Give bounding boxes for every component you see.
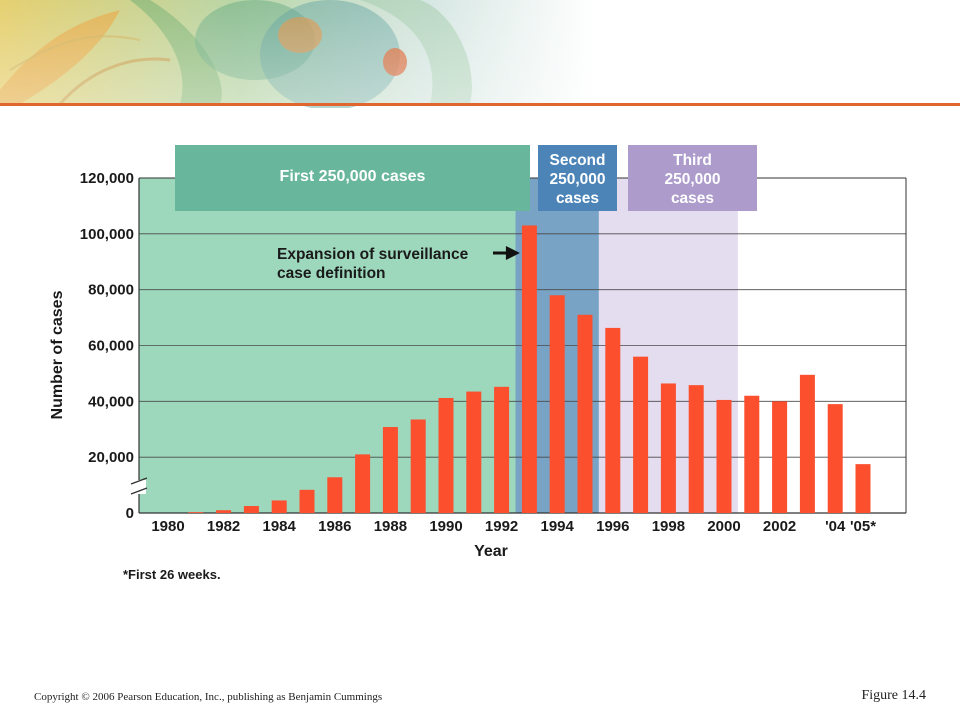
bar-1996 [605,327,621,513]
phase-label-text: Third [673,152,712,169]
phase-label-box-1: First 250,000 cases [175,145,530,211]
bar-1990 [438,397,454,513]
x-tick-label: 2002 [763,518,796,535]
bar-1993 [521,225,537,514]
figure-label: Figure 14.4 [861,688,926,703]
bar-2005 [855,464,871,513]
x-tick-labels: 1980 1982 1984 1986 1988 1990 1992 1994 1996 1998… [151,518,876,535]
y-axis-title: Number of cases [49,290,66,419]
bar-1983 [243,506,259,513]
x-tick-label: 2000 [707,518,740,535]
footnote: *First 26 weeks. [123,567,221,582]
y-tick-label: 0 [126,505,134,522]
copyright-notice: Copyright © 2006 Pearson Education, Inc.… [34,691,383,703]
phase-label-text: cases [556,190,599,207]
bar-1992 [494,386,510,513]
bar-2003 [799,374,815,513]
x-tick-label: 1992 [485,518,518,535]
bar-1982 [216,510,232,513]
accent-rule [0,103,960,106]
bar-1995 [577,314,593,513]
phase-label-text: Second [550,152,606,169]
bar-1999 [688,385,704,513]
phase-label-text: cases [671,190,714,207]
y-axis-break [130,477,148,495]
bar-1989 [410,419,426,513]
bar-1991 [466,391,482,513]
x-tick-label: 1996 [596,518,629,535]
x-tick-label: 1984 [263,518,297,535]
annotation-surveillance: Expansion of surveillance case definitio… [277,246,520,282]
x-axis-title: Year [474,543,508,560]
y-tick-label: 120,000 [80,170,134,187]
header-banner-image [0,0,960,108]
annotation-line-2: case definition [277,265,386,282]
x-tick-label: 1990 [429,518,462,535]
annotation-line-1: Expansion of surveillance [277,246,469,263]
x-tick-label: 1994 [541,518,575,535]
bar-2001 [744,395,760,513]
x-tick-label: 1982 [207,518,240,535]
phase-label-text: 250,000 [549,171,605,188]
y-tick-label: 20,000 [88,449,134,466]
bar-1985 [299,489,315,513]
annotation-arrow-head [505,246,520,260]
bar-1988 [382,427,398,513]
y-tick-label: 60,000 [88,338,134,355]
y-tick-label: 80,000 [88,282,134,299]
phase-label-text: 250,000 [664,171,720,188]
phase-label-box-2: Second 250,000 cases [538,145,617,211]
bar-1986 [327,477,343,513]
bar-2000 [716,399,732,513]
x-tick-label: 1980 [151,518,184,535]
bar-1998 [660,383,676,513]
phase-label-box-3: Third 250,000 cases [628,145,757,211]
x-tick-label: 1988 [374,518,407,535]
x-tick-label: '05* [850,518,876,535]
bar-2002 [772,401,788,513]
y-tick-label: 40,000 [88,393,134,410]
phase-label-text: First 250,000 cases [280,168,426,185]
y-tick-label: 100,000 [80,226,134,243]
y-tick-labels: 0 20,000 40,000 60,000 80,000 100,000 120,000 [80,170,134,522]
bar-1987 [355,454,371,513]
bar-1984 [271,500,287,513]
x-tick-label: 1998 [652,518,685,535]
bar-1981 [188,512,204,513]
bar-series [188,225,871,514]
x-tick-label: '04 [825,518,846,535]
bar-1994 [549,295,565,513]
bar-1997 [633,356,649,513]
bar-2004 [827,404,843,513]
x-tick-label: 1986 [318,518,351,535]
